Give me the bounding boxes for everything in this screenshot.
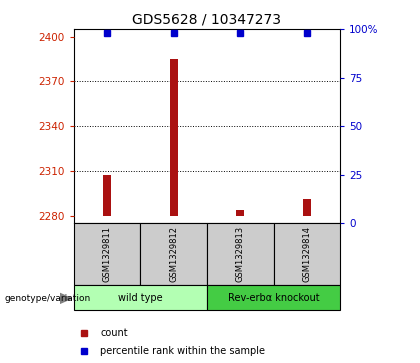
Bar (207, 223, 273, 285)
Polygon shape (60, 293, 71, 303)
Text: Rev-erbα knockout: Rev-erbα knockout (228, 293, 319, 303)
Bar (140, 223, 207, 285)
Bar (207, 285, 340, 310)
Bar (74, 223, 140, 285)
Bar (103, 175, 111, 216)
Bar (303, 199, 311, 216)
Text: GSM1329813: GSM1329813 (236, 226, 245, 282)
Text: GSM1329811: GSM1329811 (102, 226, 111, 282)
Bar (273, 223, 340, 285)
Bar (74, 285, 207, 310)
Text: GSM1329812: GSM1329812 (169, 226, 178, 282)
Text: percentile rank within the sample: percentile rank within the sample (100, 346, 265, 356)
Text: count: count (100, 328, 128, 338)
Bar (236, 210, 244, 216)
Bar (170, 59, 178, 216)
Title: GDS5628 / 10347273: GDS5628 / 10347273 (132, 12, 281, 26)
Text: wild type: wild type (118, 293, 163, 303)
Text: genotype/variation: genotype/variation (4, 294, 90, 303)
Text: GSM1329814: GSM1329814 (302, 226, 311, 282)
